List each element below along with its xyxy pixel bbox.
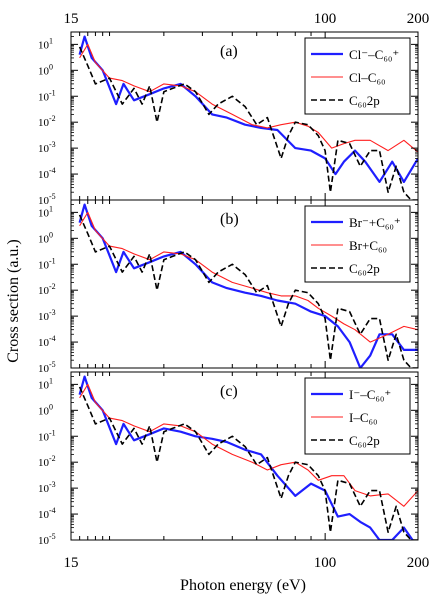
panel-label-1: (a) xyxy=(220,43,238,60)
x-bottom-tick-15: 15 xyxy=(64,555,79,571)
panel-label-2: (b) xyxy=(220,211,239,228)
y-tick-label: 100 xyxy=(38,230,53,245)
series-neutral-line-1 xyxy=(79,43,418,153)
legend-box-1 xyxy=(304,37,411,115)
y-tick-label: 10-3 xyxy=(38,140,56,155)
panel-3-series xyxy=(78,375,418,540)
legend-label-anion: Br⁻+C₆₀⁺ xyxy=(349,215,401,230)
legend-box-3 xyxy=(304,377,411,455)
y-tick-label: 10-5 xyxy=(38,192,56,207)
y-tick-label: 10-1 xyxy=(38,88,56,103)
y-tick-label: 10-4 xyxy=(38,506,56,521)
y-tick-label: 10-5 xyxy=(38,360,56,375)
series-neutral-line-3 xyxy=(79,383,418,507)
legend-label-anion: I⁻–C₆₀⁺ xyxy=(349,387,391,402)
legend-box-2 xyxy=(304,205,411,283)
x-top-tick-15: 15 xyxy=(64,11,79,27)
y-tick-label: 101 xyxy=(38,376,53,391)
y-tick-label: 10-2 xyxy=(38,282,56,297)
y-tick-label: 10-4 xyxy=(38,334,56,349)
y-tick-label: 101 xyxy=(38,36,53,51)
y-tick-label: 10-5 xyxy=(38,532,56,547)
y-tick-label: 10-2 xyxy=(38,114,56,129)
legend-label-c60: C₆₀2p xyxy=(349,261,380,276)
y-tick-label: 10-1 xyxy=(38,428,56,443)
y-tick-label: 100 xyxy=(38,62,53,77)
x-top-tick-200: 200 xyxy=(407,11,430,27)
panel-frame-3 xyxy=(70,371,419,541)
y-tick-label: 101 xyxy=(38,204,53,219)
panel-2: 10-5 10-4 10-3 10-2 10-1 100 101 (b) Br⁻+C₆₀⁺ Br+… xyxy=(38,199,419,375)
legend-label-neutral: Cl–C₆₀ xyxy=(349,70,386,85)
y-tick-label: 10-2 xyxy=(38,454,56,469)
y-tick-label: 10-1 xyxy=(38,256,56,271)
series-c60-line-2 xyxy=(78,214,418,368)
legend-label-c60: C₆₀2p xyxy=(349,93,380,108)
panel-2-series xyxy=(78,203,418,368)
y-tick-label: 10-3 xyxy=(38,480,56,495)
x-axis-label: Photon energy (eV) xyxy=(180,577,306,594)
panel-label-3: (c) xyxy=(220,383,238,400)
y-axis-label: Cross section (a.u.) xyxy=(5,239,22,363)
series-neutral-line-2 xyxy=(79,211,418,343)
legend-label-anion: Cl⁻–C₆₀⁺ xyxy=(349,47,399,62)
legend-label-c60: C₆₀2p xyxy=(349,433,380,448)
panel-1: 10-5 10-4 10-3 10-2 10-1 100 101 (a) Cl⁻–C₆₀⁺ Cl–… xyxy=(38,31,419,207)
legend-label-neutral: I–C₆₀ xyxy=(349,410,378,425)
panel-frame-2 xyxy=(70,199,419,369)
x-top-tick-100: 100 xyxy=(314,11,337,27)
series-c60-line-3 xyxy=(78,386,418,540)
y-tick-label: 10-4 xyxy=(38,166,56,181)
x-bottom-tick-100: 100 xyxy=(314,555,337,571)
panel-3: 10-5 10-4 10-3 10-2 10-1 100 101 (c) I⁻–C₆₀⁺ I–C₆… xyxy=(38,371,419,547)
y-tick-label: 100 xyxy=(38,402,53,417)
y-tick-label: 10-3 xyxy=(38,308,56,323)
panel-1-series xyxy=(78,35,418,200)
series-c60-line-1 xyxy=(78,46,418,200)
x-bottom-tick-200: 200 xyxy=(407,555,430,571)
legend-label-neutral: Br+C₆₀ xyxy=(349,238,387,253)
